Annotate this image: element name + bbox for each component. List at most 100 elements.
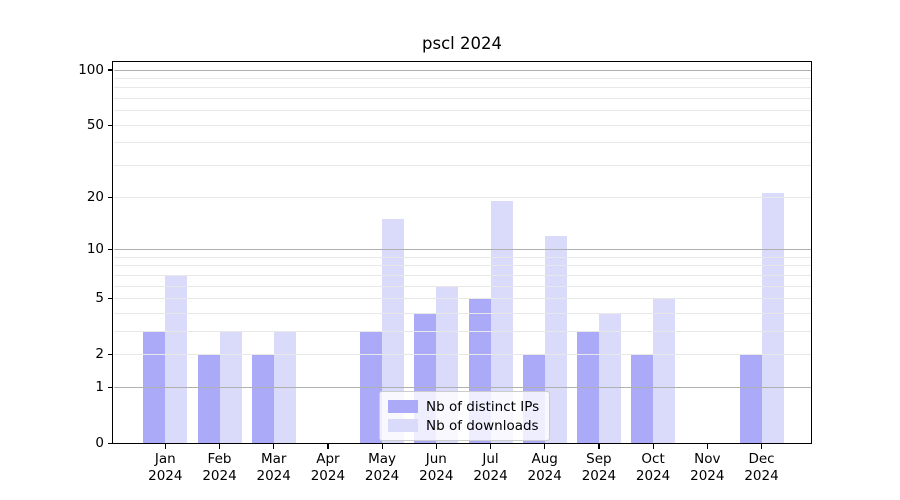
x-tick-label-feb-2024: Feb 2024 xyxy=(190,451,250,484)
x-tick-label-sep-2024: Sep 2024 xyxy=(569,451,629,484)
gridline-minor-60 xyxy=(113,110,811,112)
gridline-major-10 xyxy=(113,248,811,250)
x-label-month: Nov xyxy=(694,451,721,467)
y-tick-label-0: 0 xyxy=(95,435,104,451)
x-tick-feb-2024 xyxy=(218,443,221,449)
y-tick-label-100: 100 xyxy=(78,61,104,78)
x-label-year: 2024 xyxy=(744,467,779,484)
gridline-major-1 xyxy=(113,386,811,388)
gridline-minor-90 xyxy=(113,77,811,79)
x-label-year: 2024 xyxy=(310,467,346,484)
x-tick-label-jun-2024: Jun 2024 xyxy=(406,451,466,484)
gridline-minor-20 xyxy=(113,196,811,198)
gridline-minor-5 xyxy=(113,297,811,299)
x-label-month: Jun xyxy=(425,451,447,467)
x-label-month: Jul xyxy=(482,451,499,467)
x-label-month: May xyxy=(368,451,397,467)
x-tick-jun-2024 xyxy=(435,443,437,449)
x-tick-apr-2024 xyxy=(327,443,329,449)
x-label-year: 2024 xyxy=(635,467,671,484)
y-tick-5 xyxy=(107,297,113,300)
gridline-major-100 xyxy=(113,69,811,71)
bar-nb-of-downloads-jul-2024 xyxy=(490,201,513,444)
x-tick-label-dec-2024: Dec 2024 xyxy=(732,451,792,484)
x-label-year: 2024 xyxy=(148,467,183,484)
gridline-minor-4 xyxy=(113,312,811,314)
bar-nb-of-downloads-aug-2024 xyxy=(544,235,567,444)
bar-nb-of-downloads-oct-2024 xyxy=(653,298,676,444)
y-tick-50 xyxy=(107,124,113,126)
gridline-minor-40 xyxy=(113,142,811,144)
y-tick-10 xyxy=(107,248,113,251)
x-label-month: Apr xyxy=(316,451,340,467)
gridline-minor-9 xyxy=(113,256,811,258)
x-label-year: 2024 xyxy=(473,467,508,484)
legend: Nb of distinct IPs Nb of downloads xyxy=(379,391,551,441)
y-tick-100 xyxy=(107,69,113,71)
x-label-year: 2024 xyxy=(690,467,725,484)
x-tick-dec-2024 xyxy=(760,443,763,449)
x-tick-jul-2024 xyxy=(489,443,492,449)
x-tick-jan-2024 xyxy=(164,443,166,449)
x-tick-aug-2024 xyxy=(544,443,546,449)
gridline-minor-6 xyxy=(113,285,811,287)
y-tick-label-2: 2 xyxy=(95,346,104,363)
x-tick-label-jul-2024: Jul 2024 xyxy=(461,451,521,484)
x-label-month: Mar xyxy=(260,451,287,467)
x-tick-label-aug-2024: Aug 2024 xyxy=(515,451,575,484)
x-label-month: Oct xyxy=(641,451,665,467)
legend-swatch-distinct-ips xyxy=(388,400,418,413)
x-tick-nov-2024 xyxy=(706,443,708,449)
x-tick-mar-2024 xyxy=(273,443,275,449)
x-tick-label-oct-2024: Oct 2024 xyxy=(623,451,683,484)
legend-label-distinct-ips: Nb of distinct IPs xyxy=(426,398,540,415)
y-tick-2 xyxy=(107,353,113,356)
x-tick-oct-2024 xyxy=(652,443,654,449)
x-label-month: Aug xyxy=(531,451,558,467)
x-tick-label-mar-2024: Mar 2024 xyxy=(244,451,304,484)
y-tick-1 xyxy=(107,386,113,389)
y-tick-label-1: 1 xyxy=(95,378,104,395)
x-tick-label-jan-2024: Jan 2024 xyxy=(135,451,195,484)
bar-nb-of-downloads-jan-2024 xyxy=(165,275,188,444)
x-label-month: Dec xyxy=(748,451,775,467)
gridline-minor-8 xyxy=(113,265,811,267)
gridline-minor-3 xyxy=(113,330,811,332)
y-tick-label-10: 10 xyxy=(86,240,104,257)
y-tick-label-50: 50 xyxy=(86,116,104,133)
y-tick-label-20: 20 xyxy=(86,188,104,205)
x-label-month: Sep xyxy=(586,451,612,467)
legend-label-downloads: Nb of downloads xyxy=(426,417,539,434)
x-tick-label-apr-2024: Apr 2024 xyxy=(298,451,358,484)
gridline-minor-70 xyxy=(113,98,811,100)
bar-nb-of-downloads-dec-2024 xyxy=(761,193,784,444)
gridline-minor-80 xyxy=(113,87,811,89)
x-label-year: 2024 xyxy=(256,467,291,484)
x-tick-may-2024 xyxy=(381,443,383,449)
chart-title: pscl 2024 xyxy=(422,34,502,53)
y-tick-0 xyxy=(107,442,113,445)
x-label-year: 2024 xyxy=(419,467,454,484)
legend-item-downloads: Nb of downloads xyxy=(388,416,539,435)
gridline-minor-30 xyxy=(113,165,811,167)
y-tick-label-5: 5 xyxy=(95,289,104,306)
x-label-month: Jan xyxy=(154,451,176,467)
x-label-month: Feb xyxy=(207,451,232,467)
gridline-minor-2 xyxy=(113,354,811,356)
x-tick-label-nov-2024: Nov 2024 xyxy=(677,451,737,484)
x-label-year: 2024 xyxy=(581,467,617,484)
x-label-year: 2024 xyxy=(364,467,400,484)
legend-swatch-downloads xyxy=(388,419,418,432)
x-label-year: 2024 xyxy=(527,467,562,484)
bar-nb-of-distinct-ips-mar-2024 xyxy=(251,354,274,444)
x-label-year: 2024 xyxy=(202,467,237,484)
gridline-minor-50 xyxy=(113,124,811,126)
x-tick-sep-2024 xyxy=(598,443,600,449)
legend-item-distinct-ips: Nb of distinct IPs xyxy=(388,397,539,416)
y-tick-20 xyxy=(107,196,113,198)
bar-nb-of-distinct-ips-oct-2024 xyxy=(631,354,654,444)
bar-nb-of-distinct-ips-feb-2024 xyxy=(197,354,220,444)
bar-nb-of-distinct-ips-dec-2024 xyxy=(739,354,762,444)
bar-nb-of-downloads-sep-2024 xyxy=(598,313,621,444)
